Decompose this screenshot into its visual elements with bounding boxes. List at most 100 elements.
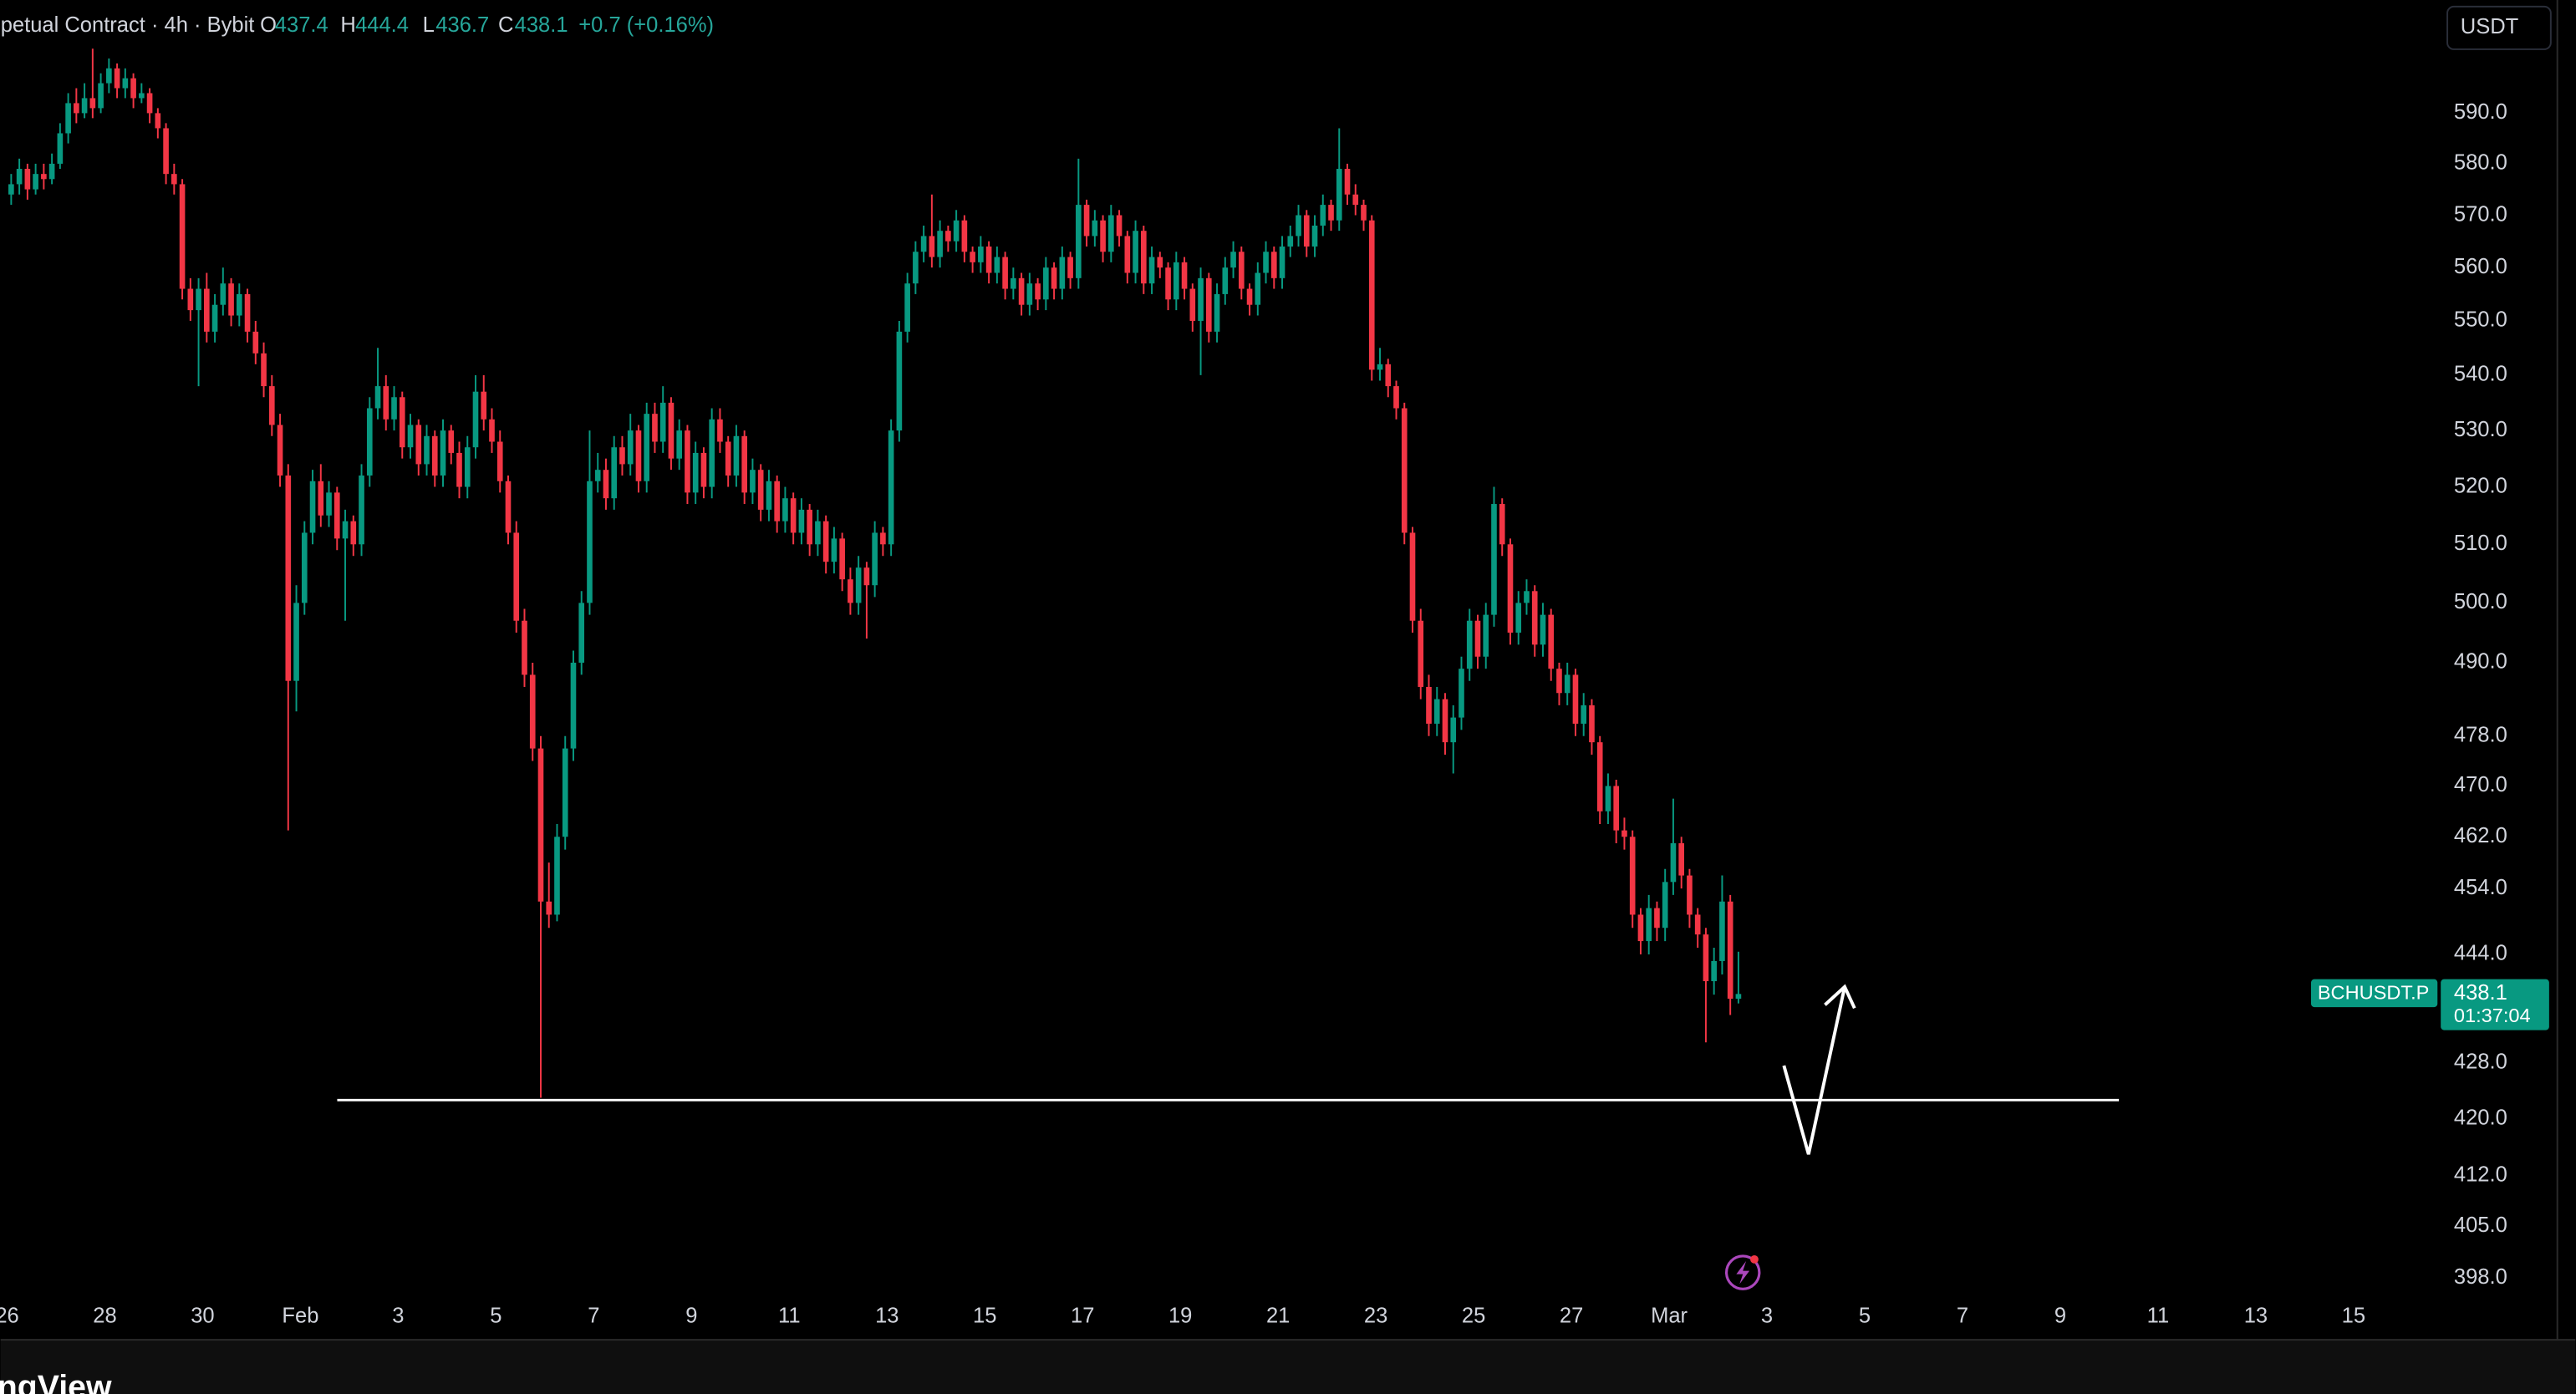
legend-label: L — [423, 13, 435, 37]
candle-body — [1459, 669, 1464, 718]
candle-body — [554, 837, 560, 915]
candle-body — [896, 331, 903, 431]
candle-body — [48, 163, 55, 180]
candle-body — [204, 288, 210, 332]
candle-body — [1043, 267, 1049, 300]
candle-body — [1035, 283, 1041, 300]
candle-body — [440, 430, 446, 476]
candle-body — [855, 567, 862, 603]
candle-body — [863, 567, 870, 586]
x-tick-label: 27 — [1560, 1304, 1583, 1327]
last-price: 438.1 — [2454, 981, 2507, 1005]
legend-label: C — [498, 13, 513, 37]
candle-body — [848, 579, 853, 603]
y-tick-label: 462.0 — [2454, 824, 2507, 847]
candle-body — [513, 532, 520, 621]
candle-body — [685, 430, 690, 493]
candle-body — [1515, 603, 1522, 633]
y-tick-label: 454.0 — [2454, 876, 2507, 899]
candle-body — [1303, 215, 1310, 247]
candle-body — [888, 430, 894, 545]
legend-label: O — [260, 13, 277, 37]
candle-body — [578, 603, 585, 663]
candle-body — [757, 470, 764, 510]
x-tick-label: 9 — [2054, 1304, 2066, 1327]
candle-body — [496, 441, 503, 481]
symbol-title: petual Contract · 4h · Bybit — [1, 13, 255, 37]
candle-body — [1524, 591, 1530, 603]
candle-body — [1270, 252, 1277, 278]
candle-body — [1711, 960, 1717, 982]
candle-body — [594, 470, 601, 481]
x-tick-label: 30 — [191, 1304, 214, 1327]
alert-icon[interactable] — [1724, 1254, 1761, 1290]
candle-body — [1108, 215, 1114, 252]
candle-body — [415, 425, 422, 465]
candle-body — [374, 386, 381, 409]
candle-body — [1320, 205, 1326, 226]
candle-body — [196, 288, 201, 311]
candle-body — [472, 391, 479, 448]
currency-button[interactable] — [2446, 5, 2552, 50]
candle-body — [815, 521, 821, 545]
candle-body — [89, 98, 96, 109]
candle-body — [1328, 205, 1334, 221]
y-tick-label: 428.0 — [2454, 1051, 2507, 1074]
x-tick-label: 15 — [2342, 1304, 2365, 1327]
candle-body — [65, 103, 71, 134]
candle-body — [16, 169, 23, 185]
candle-body — [350, 521, 357, 545]
footer-logo: ngView — [0, 1368, 112, 1394]
arrow-drawing[interactable] — [1782, 986, 1846, 1155]
y-tick-label: 500.0 — [2454, 590, 2507, 613]
x-tick-label: 13 — [2244, 1304, 2268, 1327]
candle-body — [1393, 386, 1399, 409]
candle-body — [1418, 620, 1424, 687]
price-tag: BCHUSDT.P 438.101:37:04 — [2310, 979, 2549, 1030]
candle-body — [106, 68, 112, 84]
y-tick-label: 510.0 — [2454, 532, 2507, 555]
candle-body — [1311, 225, 1318, 247]
candle-body — [244, 293, 251, 332]
candle-body — [937, 231, 943, 257]
candle-body — [57, 133, 64, 164]
candle-body — [424, 435, 430, 465]
icon-ring — [1724, 1254, 1761, 1290]
candle-body — [277, 425, 283, 476]
x-tick-label: 15 — [973, 1304, 996, 1327]
countdown: 01:37:04 — [2454, 1005, 2531, 1026]
y-tick-label: 530.0 — [2454, 418, 2507, 441]
candle-body — [489, 419, 495, 442]
candle-body — [1581, 705, 1587, 724]
candle-body — [529, 674, 536, 749]
candle-body — [603, 470, 609, 499]
candle-body — [33, 174, 38, 190]
candle-body — [1670, 842, 1677, 883]
footer-bar — [0, 1340, 2576, 1394]
candle-body — [1026, 283, 1033, 305]
candle-body — [961, 220, 968, 252]
candle-body — [1352, 194, 1359, 206]
candle-body — [1735, 994, 1742, 1000]
candle-body — [1198, 277, 1204, 321]
legend-change: +0.7 (+0.16%) — [578, 13, 714, 37]
candle-body — [1059, 257, 1066, 289]
candle-body — [1173, 262, 1179, 300]
candle-body — [904, 283, 910, 332]
candle-body — [81, 98, 88, 114]
candle-body — [1124, 236, 1131, 273]
candle-body — [1507, 544, 1514, 633]
candle-body — [326, 492, 332, 516]
candle-body — [1531, 591, 1538, 645]
candle-body — [1255, 272, 1261, 305]
y-tick-label: 478.0 — [2454, 723, 2507, 746]
icon-dot — [1750, 1254, 1759, 1264]
y-tick-label: 412.0 — [2454, 1163, 2507, 1187]
x-tick-label: 5 — [490, 1304, 501, 1327]
candle-body — [570, 662, 577, 749]
y-tick-label: 470.0 — [2454, 773, 2507, 796]
y-tick-label: 405.0 — [2454, 1213, 2507, 1237]
candle-body — [1377, 364, 1383, 370]
